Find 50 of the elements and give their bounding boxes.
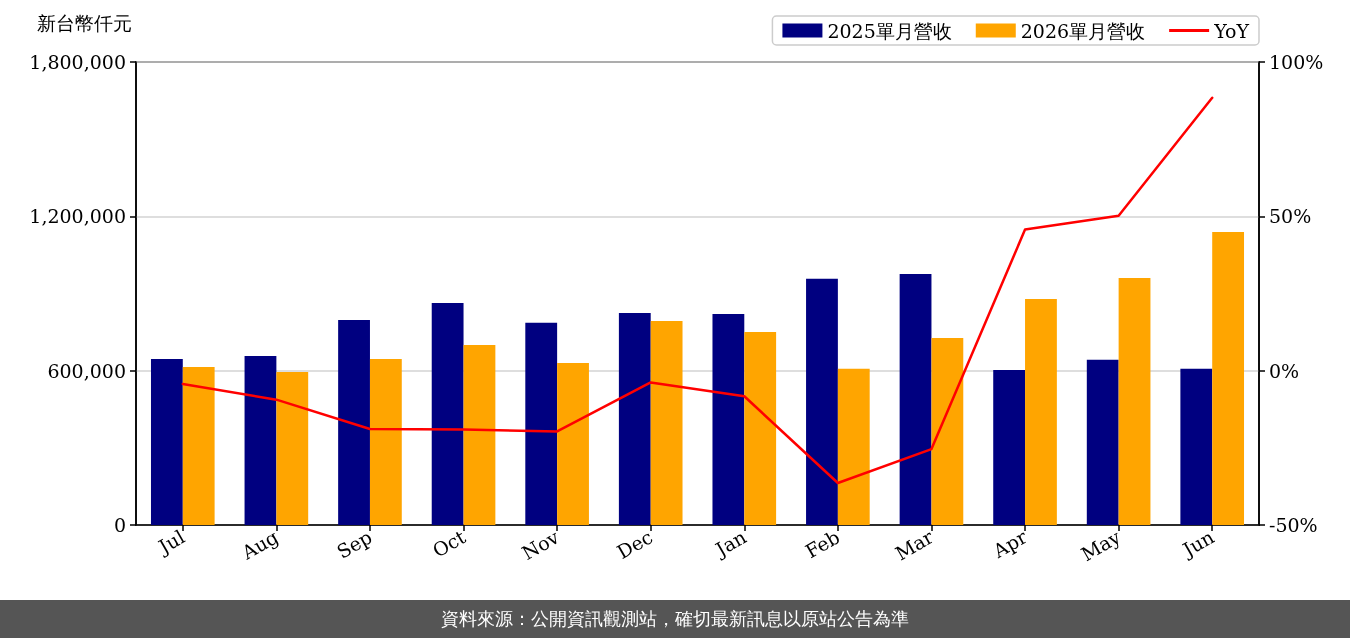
- y2-tick-label: 0%: [1269, 359, 1300, 382]
- bar: [993, 369, 1026, 525]
- x-tick-label: Feb: [801, 525, 844, 563]
- bar: [650, 321, 683, 525]
- source-note: 資料來源：公開資訊觀測站，確切最新訊息以原站公告為準: [441, 607, 909, 631]
- bar: [1118, 278, 1151, 525]
- x-tick-label: Sep: [332, 525, 376, 563]
- bar: [806, 278, 838, 525]
- legend-label: 2026單月營收: [1020, 19, 1146, 42]
- bar: [1212, 232, 1245, 525]
- y2-tick-label: -50%: [1269, 514, 1318, 536]
- bar: [931, 338, 964, 525]
- bar: [712, 314, 745, 525]
- x-tick-label: Aug: [237, 525, 282, 565]
- bar: [557, 362, 589, 525]
- bar: [525, 322, 558, 525]
- bar: [150, 359, 183, 525]
- bar: [431, 303, 464, 525]
- y-tick-label: 600,000: [47, 359, 126, 382]
- legend-label: 2025單月營收: [827, 19, 952, 42]
- y-tick-label: 0: [113, 514, 126, 536]
- y2-tick-label: 50%: [1269, 205, 1312, 228]
- y-tick-label: 1,200,000: [29, 205, 126, 228]
- y-tick-label: 1,800,000: [29, 51, 126, 73]
- y-axis-title: 新台幣仟元: [37, 11, 132, 34]
- bar: [182, 367, 215, 525]
- bar: [1180, 368, 1213, 525]
- x-tick-label: May: [1077, 525, 1125, 566]
- legend-label: YoY: [1213, 19, 1250, 42]
- bar: [1086, 359, 1119, 525]
- x-tick-label: Apr: [988, 525, 1032, 563]
- bar: [244, 356, 277, 525]
- bar: [338, 319, 370, 525]
- x-tick-label: Nov: [518, 525, 563, 564]
- bar: [369, 359, 402, 525]
- x-tick-label: Jun: [1177, 525, 1218, 562]
- x-tick-label: Dec: [613, 525, 657, 564]
- bar: [1025, 298, 1057, 525]
- x-tick-label: Jan: [710, 525, 750, 562]
- bar: [899, 273, 932, 525]
- x-tick-label: Oct: [428, 525, 470, 562]
- bar: [618, 313, 651, 525]
- bar: [276, 371, 309, 525]
- x-tick-label: Mar: [891, 525, 938, 565]
- bar: [837, 368, 870, 525]
- bar: [744, 332, 777, 525]
- x-tick-label: Jul: [153, 525, 189, 559]
- y2-tick-label: 100%: [1269, 51, 1324, 73]
- line-series: [181, 96, 1214, 485]
- bar: [463, 344, 496, 525]
